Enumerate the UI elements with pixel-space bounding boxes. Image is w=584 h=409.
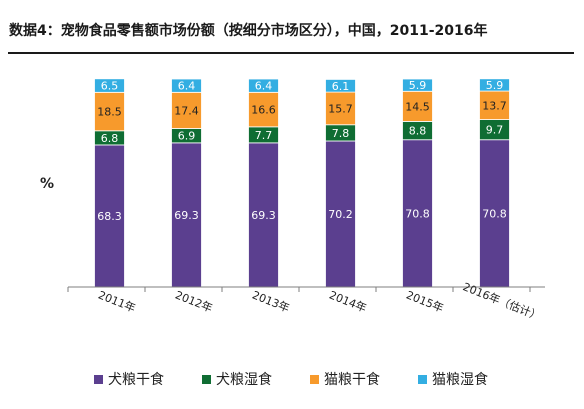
legend-label-4: 猫粮湿食 — [432, 371, 488, 388]
bar-segment-3-4 — [325, 91, 356, 126]
bar-segment-3-3 — [248, 91, 279, 128]
bar-segment-1-3 — [248, 142, 279, 288]
legend-swatch-1 — [94, 375, 103, 384]
x-tick-label-3: 2013年 — [250, 287, 291, 315]
bar-segment-4-3 — [248, 78, 279, 93]
bar-segment-1-2 — [171, 142, 202, 288]
bar-segment-4-4 — [325, 79, 356, 93]
x-tick-label-1: 2011年 — [96, 287, 137, 315]
data-label-1-6: 70.8 — [482, 207, 507, 220]
bar-segment-4-6 — [479, 78, 510, 92]
data-label-3-3: 16.6 — [251, 104, 276, 117]
bar-segment-4-1 — [94, 78, 125, 93]
legend-swatch-2 — [202, 375, 211, 384]
data-label-4-1: 6.5 — [101, 80, 119, 93]
data-label-3-2: 17.4 — [174, 104, 199, 117]
chart-title: 数据4：宠物食品零售额市场份额（按细分市场区分），中国，2011-2016年 — [9, 23, 488, 39]
data-label-2-4: 7.8 — [332, 127, 350, 140]
data-label-3-1: 18.5 — [97, 106, 122, 119]
bar-segment-1-6 — [479, 139, 510, 288]
legend-label-1: 犬粮干食 — [108, 371, 164, 388]
legend-label-3: 猫粮干食 — [324, 371, 380, 388]
data-label-1-2: 69.3 — [174, 209, 199, 222]
bar-segment-3-5 — [402, 90, 433, 122]
data-label-4-6: 5.9 — [486, 79, 504, 92]
bars-group: 68.3 6.8 18.5 6.5 69.3 6.9 17.4 6.4 69.3 7.7 16.6 6… — [94, 78, 510, 288]
data-label-4-3: 6.4 — [255, 80, 273, 93]
y-axis-label: % — [40, 176, 54, 192]
data-label-4-2: 6.4 — [178, 80, 196, 93]
bar-segment-3-1 — [94, 91, 125, 132]
bar-segment-4-5 — [402, 78, 433, 92]
data-label-1-5: 70.8 — [405, 207, 430, 220]
data-label-1-1: 68.3 — [97, 210, 122, 223]
data-label-3-4: 15.7 — [328, 102, 353, 115]
bar-segment-1-4 — [325, 140, 356, 288]
legend: 犬粮干食 犬粮湿食 猫粮干食 猫粮湿食 — [94, 371, 488, 388]
data-label-2-2: 6.9 — [178, 130, 196, 143]
data-label-1-3: 69.3 — [251, 209, 276, 222]
data-label-3-5: 14.5 — [405, 100, 430, 113]
data-label-2-6: 9.7 — [486, 124, 504, 137]
data-label-2-1: 6.8 — [101, 132, 119, 145]
data-label-3-6: 13.7 — [482, 99, 507, 112]
data-label-2-5: 8.8 — [409, 125, 427, 138]
bar-segment-3-6 — [479, 90, 510, 120]
title-divider — [8, 52, 574, 54]
bar-segment-1-1 — [94, 144, 125, 288]
data-label-2-3: 7.7 — [255, 129, 273, 142]
legend-swatch-4 — [418, 375, 427, 384]
bar-segment-4-2 — [171, 78, 202, 93]
x-axis-ticks: 2011年 2012年 2013年 2014年 2015年 2016年（估计） — [67, 279, 543, 323]
data-label-1-4: 70.2 — [328, 208, 353, 221]
x-tick-label-5: 2015年 — [404, 287, 445, 315]
x-tick-label-4: 2014年 — [327, 287, 368, 315]
x-tick-label-2: 2012年 — [173, 287, 214, 315]
legend-label-2: 犬粮湿食 — [216, 371, 272, 388]
bar-segment-3-2 — [171, 91, 202, 129]
legend-swatch-3 — [310, 375, 319, 384]
data-label-4-4: 6.1 — [332, 80, 350, 93]
data-label-4-5: 5.9 — [409, 79, 427, 92]
